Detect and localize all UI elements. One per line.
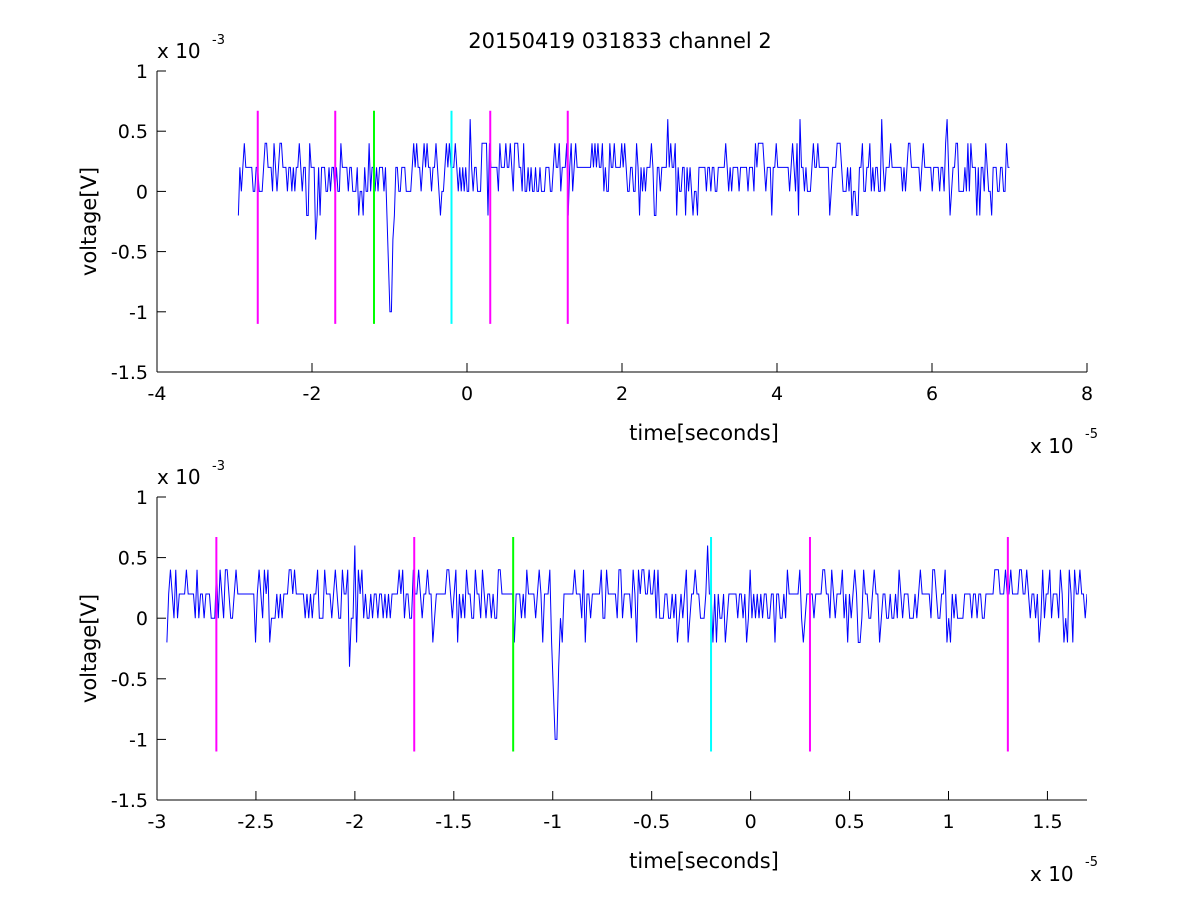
x-tick-label: 8 <box>1081 383 1093 405</box>
top-plot: -4 -2 0 2 4 6 8 -1.5 -1 -0.5 0 0.5 1 time[seconds] vol… <box>77 33 1098 458</box>
x-multiplier-exponent: -5 <box>1085 855 1098 870</box>
y-tick-label: 0.5 <box>118 548 148 570</box>
x-tick-label: 0 <box>461 383 473 405</box>
x-tick-label: 1 <box>942 811 954 833</box>
plot-area <box>237 110 1010 324</box>
y-axis-label: voltage[V] <box>77 594 101 703</box>
x-axis-label: time[seconds] <box>629 849 779 873</box>
x-tick-label: 2 <box>616 383 628 405</box>
y-tick-label: -1 <box>129 729 148 751</box>
voltage-series-line <box>166 545 1087 740</box>
x-multiplier: x 10 <box>1030 434 1074 458</box>
y-tick-label: 0.5 <box>118 121 148 143</box>
x-tick-label: -4 <box>148 383 167 405</box>
bottom-plot: -3 -2.5 -2 -1.5 -1 -0.5 0 0.5 1 1.5 -1.5 -1 -0.5 0 0.5… <box>77 459 1098 886</box>
x-multiplier: x 10 <box>1030 862 1074 886</box>
voltage-series-line <box>237 119 1010 313</box>
x-tick-label: 6 <box>926 383 938 405</box>
y-tick-label: 0 <box>136 181 148 203</box>
y-tick-label: -0.5 <box>111 669 148 691</box>
x-tick-label: -1 <box>543 811 562 833</box>
y-tick-label: 0 <box>136 608 148 630</box>
x-axis-label: time[seconds] <box>629 421 779 445</box>
y-tick-label: 1 <box>136 487 148 509</box>
x-tick-label: 4 <box>771 383 783 405</box>
x-multiplier-exponent: -5 <box>1085 427 1098 442</box>
x-tick-label: 0 <box>745 811 757 833</box>
y-axis-label: voltage[V] <box>77 167 101 276</box>
figure-title: 20150419 031833 channel 2 <box>468 29 772 53</box>
y-multiplier-exponent: -3 <box>212 459 225 474</box>
x-tick-label: -3 <box>148 811 167 833</box>
y-multiplier-exponent: -3 <box>212 33 225 48</box>
y-tick-label: -1.5 <box>111 362 148 384</box>
plot-area <box>166 536 1087 752</box>
x-tick-label: 1.5 <box>1032 811 1062 833</box>
x-tick-label: -2 <box>345 811 364 833</box>
y-tick-label: -0.5 <box>111 242 148 264</box>
y-multiplier: x 10 <box>157 465 201 489</box>
x-tick-label: -0.5 <box>633 811 670 833</box>
y-tick-label: 1 <box>136 61 148 83</box>
x-tick-label: -2.5 <box>237 811 274 833</box>
y-tick-label: -1.5 <box>111 790 148 812</box>
x-tick-label: -2 <box>303 383 322 405</box>
x-tick-label: 0.5 <box>834 811 864 833</box>
y-multiplier: x 10 <box>157 39 201 63</box>
y-tick-label: -1 <box>129 302 148 324</box>
x-tick-label: -1.5 <box>435 811 472 833</box>
